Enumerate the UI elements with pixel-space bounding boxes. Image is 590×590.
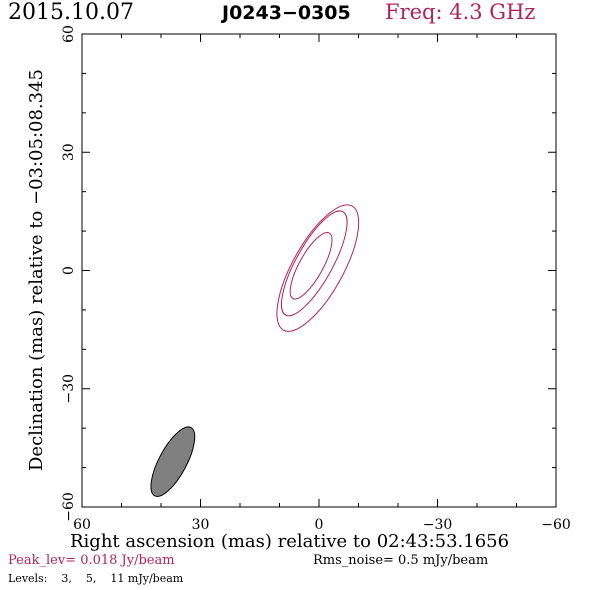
beam-ellipse — [150, 426, 196, 497]
y-tick-label: 60 — [61, 25, 77, 43]
contour-levels: Levels: 3, 5, 11 mJy/beam — [8, 572, 183, 585]
contour-3 — [276, 204, 360, 332]
level-value: 5, — [85, 572, 97, 585]
contour-lines — [276, 204, 360, 332]
contour-11 — [289, 232, 333, 300]
contour-5 — [280, 210, 348, 317]
level-value: 11 mJy/beam — [110, 572, 184, 585]
y-axis-label: Declination (mas) relative to −03:05:08.… — [26, 69, 47, 471]
source-name: J0243−0305 — [222, 2, 351, 24]
level-value: 3, — [61, 572, 72, 585]
peak-level: Peak_lev= 0.018 Jy/beam — [8, 553, 175, 568]
x-tick-labels: 60 30 0 −30 −60 — [73, 517, 571, 533]
y-tick-label: −60 — [61, 492, 77, 522]
levels-label: Levels: — [8, 572, 48, 585]
plot-frame — [81, 33, 557, 508]
x-tick-label: 0 — [315, 517, 324, 533]
y-tick-label: 30 — [61, 143, 77, 161]
x-tick-label: 60 — [73, 517, 91, 533]
axis-ticks — [81, 33, 557, 508]
x-tick-label: 30 — [192, 517, 210, 533]
frequency-label: Freq: 4.3 GHz — [385, 0, 536, 24]
x-axis-label: Right ascension (mas) relative to 02:43:… — [70, 531, 510, 552]
y-tick-label: −30 — [61, 374, 77, 404]
x-tick-label: −60 — [541, 517, 571, 533]
rms-noise: Rms_noise= 0.5 mJy/beam — [313, 553, 489, 568]
observation-date: 2015.10.07 — [8, 0, 134, 25]
y-tick-label: 0 — [61, 266, 77, 275]
x-tick-label: −30 — [423, 517, 453, 533]
restoring-beam — [150, 426, 196, 497]
y-tick-labels: −60 −30 0 30 60 — [61, 25, 77, 522]
